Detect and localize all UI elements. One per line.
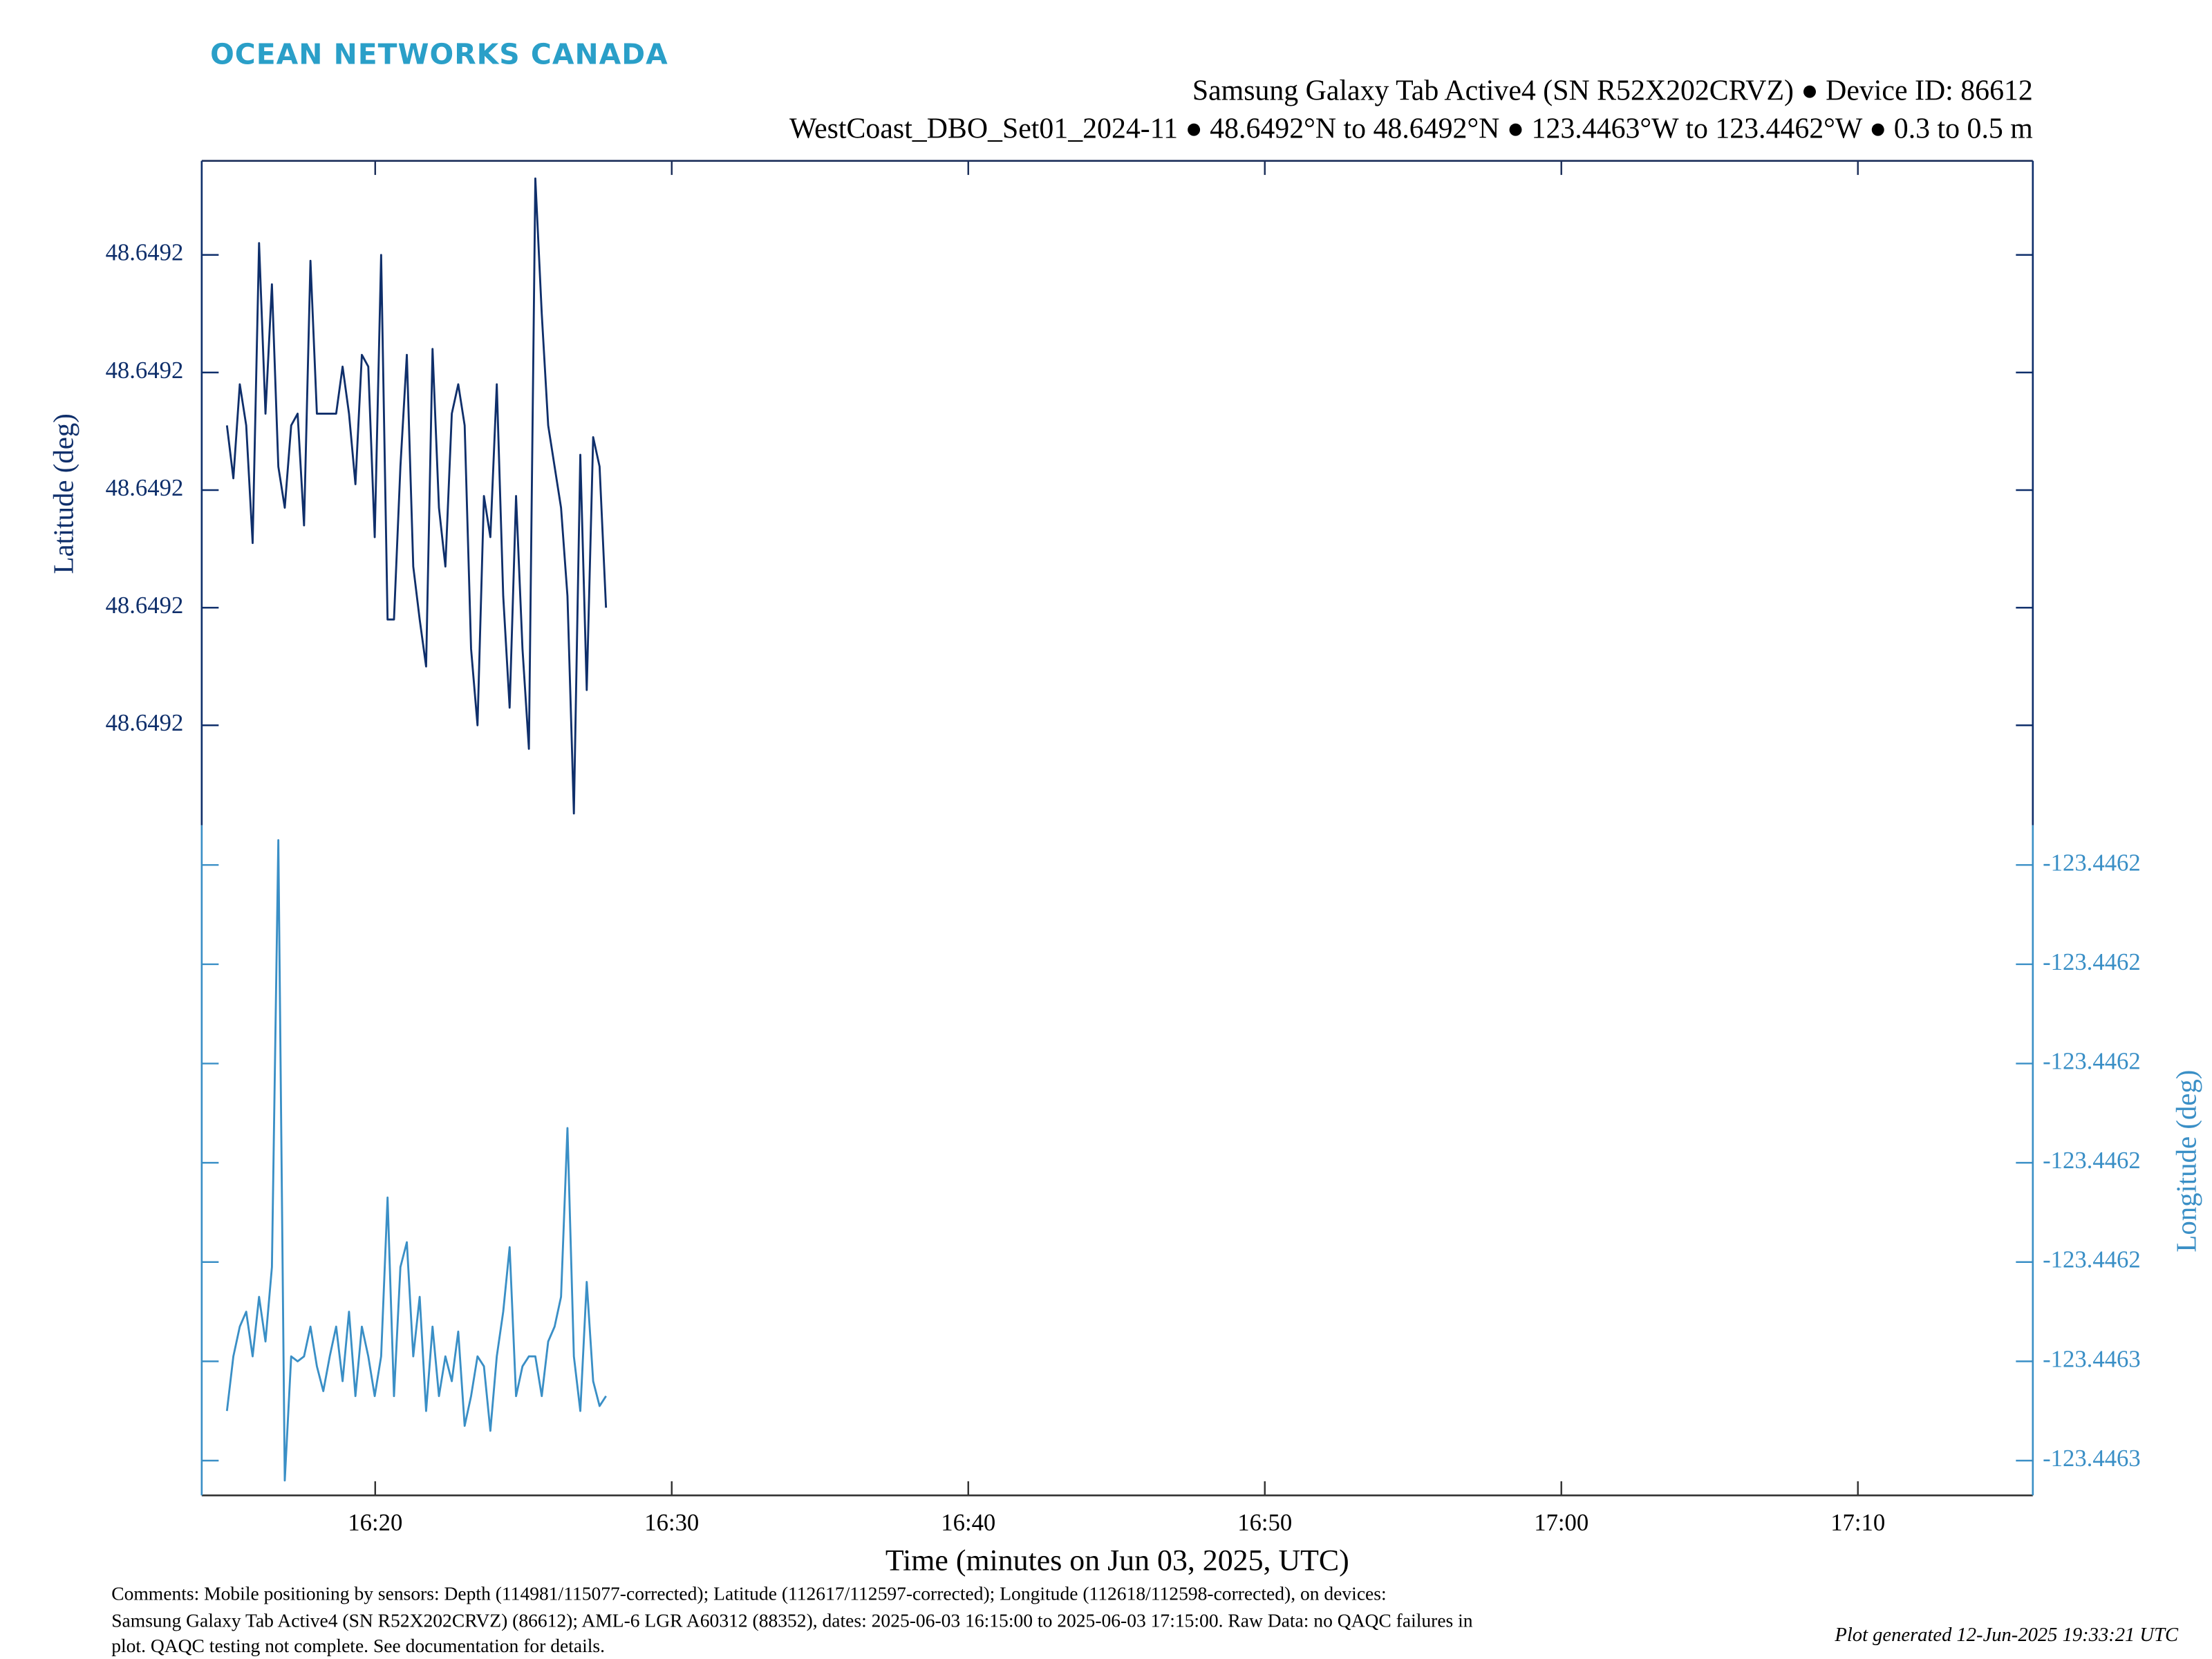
- x-tick-label: 17:10: [1830, 1509, 1885, 1536]
- comment-line: plot. QAQC testing not complete. See doc…: [111, 1635, 605, 1656]
- y2-tick-label: -123.4463: [2043, 1445, 2141, 1472]
- x-tick-label: 17:00: [1534, 1509, 1588, 1536]
- y2-tick-label: -123.4463: [2043, 1345, 2141, 1372]
- comment-line: Samsung Galaxy Tab Active4 (SN R52X202CR…: [111, 1609, 1473, 1631]
- chart-subtitle: WestCoast_DBO_Set01_2024-11 ● 48.6492°N …: [789, 113, 2033, 144]
- y-tick-label: 48.6492: [106, 357, 184, 384]
- axes-frame: [200, 160, 2034, 1497]
- x-tick-label: 16:40: [941, 1509, 995, 1536]
- x-tick-label: 16:30: [644, 1509, 699, 1536]
- data-line: [225, 177, 608, 815]
- y-tick-label: 48.6492: [106, 474, 184, 501]
- brand: OCEAN NETWORKS CANADA: [210, 38, 668, 71]
- y2-tick-label: -123.4462: [2043, 1048, 2141, 1075]
- y-axis-label: Latitude (deg): [48, 413, 79, 574]
- y2-axis-label: Longitude (deg): [2171, 1070, 2202, 1253]
- x-axis-label: Time (minutes on Jun 03, 2025, UTC): [885, 1544, 1349, 1577]
- x-tick-label: 16:20: [348, 1509, 402, 1536]
- x-tick-label: 16:50: [1237, 1509, 1292, 1536]
- y2-tick-label: -123.4462: [2043, 948, 2141, 975]
- y-tick-label: 48.6492: [106, 239, 184, 266]
- generated-stamp: Plot generated 12-Jun-2025 19:33:21 UTC: [1834, 1624, 2179, 1646]
- y-tick-label: 48.6492: [106, 709, 184, 736]
- y2-tick-label: -123.4462: [2043, 849, 2141, 876]
- y-tick-label: 48.6492: [106, 592, 184, 619]
- chart-title: Samsung Galaxy Tab Active4 (SN R52X202CR…: [1192, 75, 2033, 106]
- comment-line: Comments: Mobile positioning by sensors:…: [111, 1582, 1386, 1604]
- y2-tick-label: -123.4462: [2043, 1246, 2141, 1273]
- y2-tick-label: -123.4462: [2043, 1147, 2141, 1174]
- data-line: [225, 839, 607, 1482]
